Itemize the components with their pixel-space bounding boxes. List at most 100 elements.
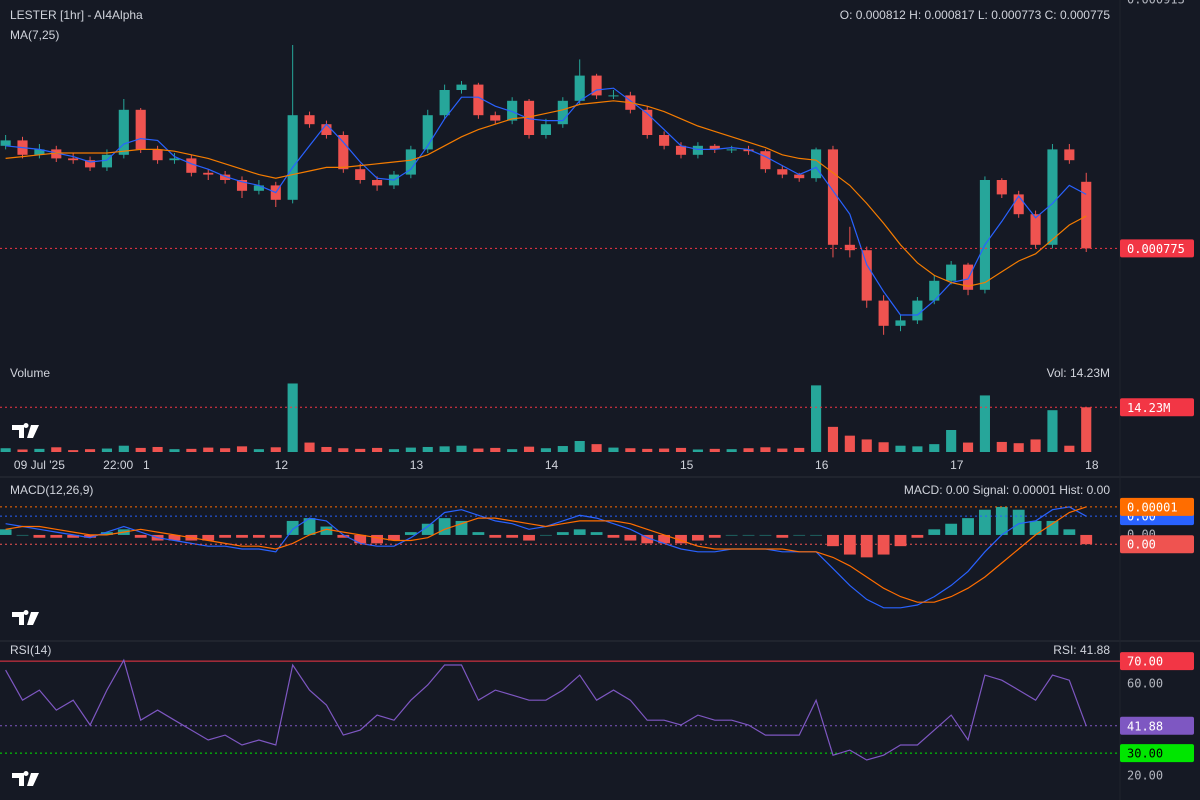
histogram-bar	[962, 518, 974, 535]
histogram-bar	[67, 534, 80, 538]
x-tick-label: 22:00	[103, 458, 133, 472]
candle-body	[827, 149, 839, 245]
volume-bar	[760, 447, 771, 452]
volume-bar	[101, 448, 112, 452]
value-tag	[1120, 716, 1194, 735]
histogram-bar	[252, 534, 265, 538]
volume-bar	[574, 441, 585, 452]
histogram-bar	[945, 523, 958, 535]
histogram-bar	[691, 534, 704, 541]
candle-body	[777, 169, 788, 175]
candle-body	[811, 149, 822, 179]
volume-bar	[220, 448, 231, 452]
volume-bar	[287, 383, 298, 452]
histogram-bar	[455, 520, 468, 535]
candle-body	[844, 244, 855, 251]
candle-body	[726, 149, 737, 151]
pane-readout: Vol: 14.23M	[1047, 366, 1110, 380]
x-tick-label: 14	[545, 458, 559, 472]
candle-body	[473, 84, 484, 116]
pane-title: Volume	[10, 366, 50, 380]
volume-bar	[625, 448, 636, 452]
candle-body	[861, 250, 872, 301]
histogram-bar	[1080, 534, 1093, 545]
value-tag	[1120, 398, 1194, 417]
candle-body	[912, 300, 923, 321]
x-tick-label: 13	[410, 458, 424, 472]
candle-body	[709, 145, 720, 150]
volume-bar	[152, 446, 163, 452]
x-tick-label: 15	[680, 458, 694, 472]
value-tag-label: 14.23M	[1127, 401, 1170, 415]
candle-body	[743, 149, 754, 152]
candle-body	[996, 180, 1007, 195]
candle-body	[946, 264, 957, 281]
volume-bar	[540, 448, 551, 452]
histogram-bar	[404, 532, 417, 535]
histogram-bar	[590, 532, 603, 535]
histogram-bar	[506, 534, 519, 538]
candle-body	[979, 180, 990, 290]
histogram-bar	[33, 534, 46, 538]
histogram-bar	[742, 534, 755, 536]
candle-body	[439, 90, 450, 116]
moving-average-line	[5, 100, 1087, 287]
histogram-bar	[286, 520, 299, 535]
candle-body	[608, 95, 619, 97]
histogram-bar	[725, 534, 738, 536]
value-tag-label: 30.00	[1127, 747, 1163, 761]
candle-body	[101, 154, 112, 168]
candle-body	[675, 145, 687, 155]
candle-body	[760, 151, 771, 170]
candle-body	[540, 124, 551, 135]
ohlc-readout: O: 0.000812 H: 0.000817 L: 0.000773 C: 0…	[840, 8, 1111, 22]
histogram-bar	[388, 534, 400, 541]
histogram-bar	[421, 523, 434, 535]
candle-body	[68, 158, 79, 161]
candle-body	[659, 135, 670, 146]
histogram-bar	[202, 534, 215, 541]
volume-bar	[861, 439, 872, 452]
histogram-bar	[472, 532, 485, 535]
histogram-bar	[1046, 520, 1059, 535]
candle-body	[152, 149, 163, 161]
volume-bar	[355, 448, 366, 452]
histogram-bar	[894, 534, 907, 547]
volume-bar	[642, 448, 653, 452]
volume-bar	[557, 446, 568, 452]
candle-body	[34, 149, 45, 155]
candle-body	[523, 100, 535, 135]
chart-title: LESTER [1hr] - AI4Alpha	[10, 8, 143, 22]
candle-body	[692, 145, 703, 155]
candle-body	[84, 160, 96, 168]
volume-bar	[490, 447, 501, 452]
x-tick-label: 1	[143, 458, 150, 472]
volume-bar	[507, 449, 518, 452]
volume-bar	[591, 444, 602, 452]
volume-bar	[709, 448, 720, 452]
volume-bar	[794, 447, 805, 452]
histogram-bar	[50, 534, 63, 538]
candle-body	[929, 280, 940, 301]
volume-bar	[372, 447, 383, 452]
histogram-bar	[776, 534, 789, 538]
histogram-bar	[84, 534, 96, 538]
indicator-label: MA(7,25)	[10, 28, 59, 42]
moving-average-line	[5, 87, 1087, 316]
candle-body	[186, 158, 197, 173]
volume-bar	[253, 449, 264, 452]
histogram-bar	[708, 534, 721, 538]
volume-bar	[979, 395, 990, 452]
candle-body	[574, 75, 585, 101]
histogram-bar	[979, 509, 991, 535]
volume-bar	[608, 447, 619, 452]
logo	[12, 771, 39, 786]
value-tag	[1120, 652, 1194, 671]
volume-bar	[743, 448, 754, 452]
histogram-bar	[320, 526, 333, 535]
histogram-bar	[928, 529, 941, 535]
candle-body	[304, 115, 315, 125]
candle-body	[1064, 149, 1075, 161]
